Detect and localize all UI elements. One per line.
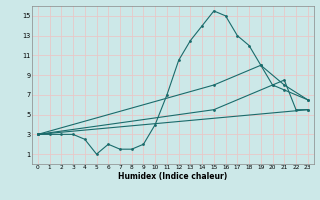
X-axis label: Humidex (Indice chaleur): Humidex (Indice chaleur) bbox=[118, 172, 228, 181]
